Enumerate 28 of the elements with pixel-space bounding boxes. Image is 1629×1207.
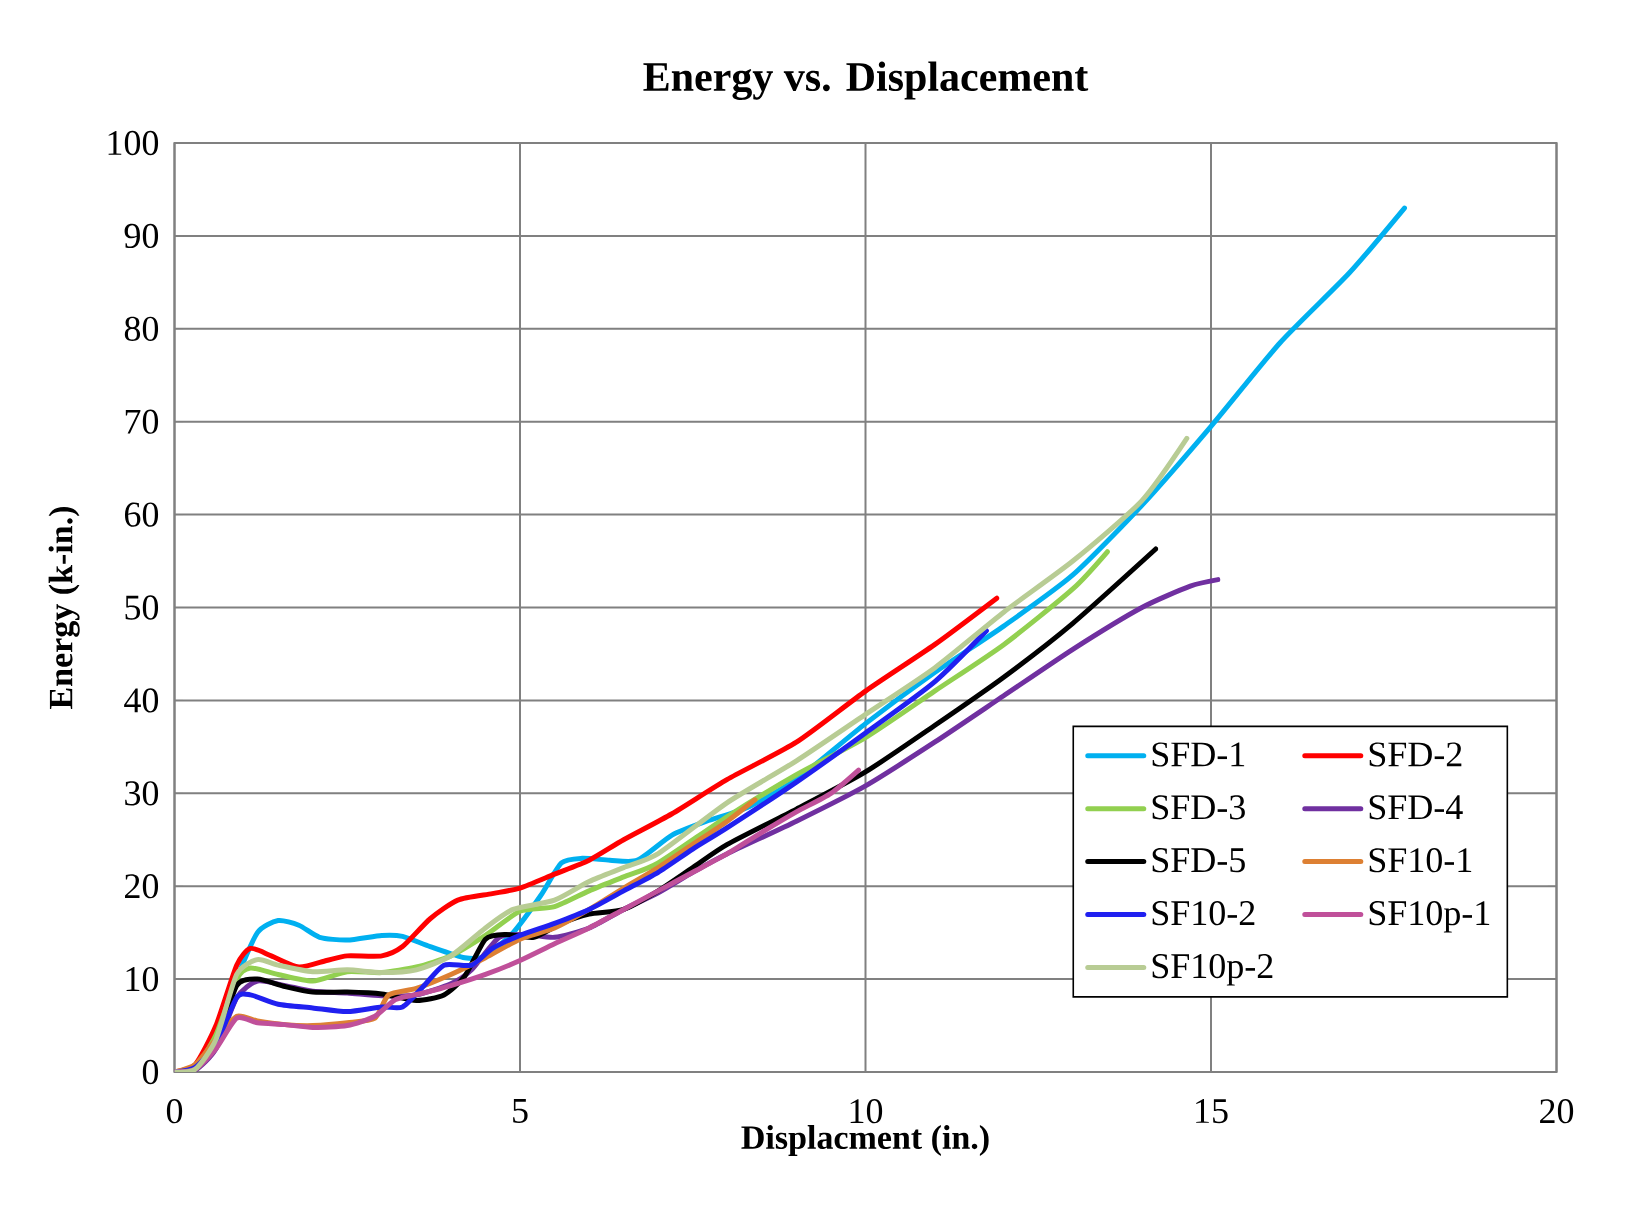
y-tick-label: 100 bbox=[108, 130, 159, 156]
x-tick-label: 10 bbox=[850, 1099, 883, 1124]
y-tick-label: 10 bbox=[126, 966, 159, 992]
x-axis-title: Displacment (in.) bbox=[741, 1125, 989, 1156]
x-tick-label: 20 bbox=[1540, 1099, 1574, 1124]
legend-label: SFD-2 bbox=[1369, 742, 1462, 767]
legend-label: SFD-3 bbox=[1152, 795, 1245, 820]
x-tick-label: 0 bbox=[166, 1099, 183, 1124]
legend-label: SF10p-2 bbox=[1152, 953, 1273, 986]
legend-label: SFD-1 bbox=[1152, 742, 1245, 767]
y-tick-label: 30 bbox=[125, 781, 159, 806]
y-tick-label: 20 bbox=[125, 874, 159, 899]
legend-label: SF10p-1 bbox=[1369, 901, 1490, 933]
legend-label: SFD-4 bbox=[1369, 795, 1463, 820]
x-tick-label: 15 bbox=[1196, 1099, 1228, 1124]
y-tick-label: 60 bbox=[124, 502, 159, 527]
y-tick-label: 0 bbox=[142, 1059, 159, 1085]
legend-label: SF10-1 bbox=[1369, 848, 1472, 873]
y-tick-label: 50 bbox=[125, 595, 159, 620]
legend-label: SFD-5 bbox=[1152, 848, 1245, 873]
x-tick-label: 5 bbox=[513, 1099, 528, 1123]
y-tick-label: 90 bbox=[124, 223, 159, 249]
chart-title: Energy vs. Displacement bbox=[643, 61, 1089, 100]
y-axis-title: Energy (k-in.) bbox=[48, 507, 80, 709]
y-tick-label: 70 bbox=[125, 409, 159, 434]
legend-label: SF10-2 bbox=[1152, 901, 1255, 926]
y-tick-label: 80 bbox=[124, 316, 159, 341]
y-tick-label: 40 bbox=[124, 688, 159, 713]
